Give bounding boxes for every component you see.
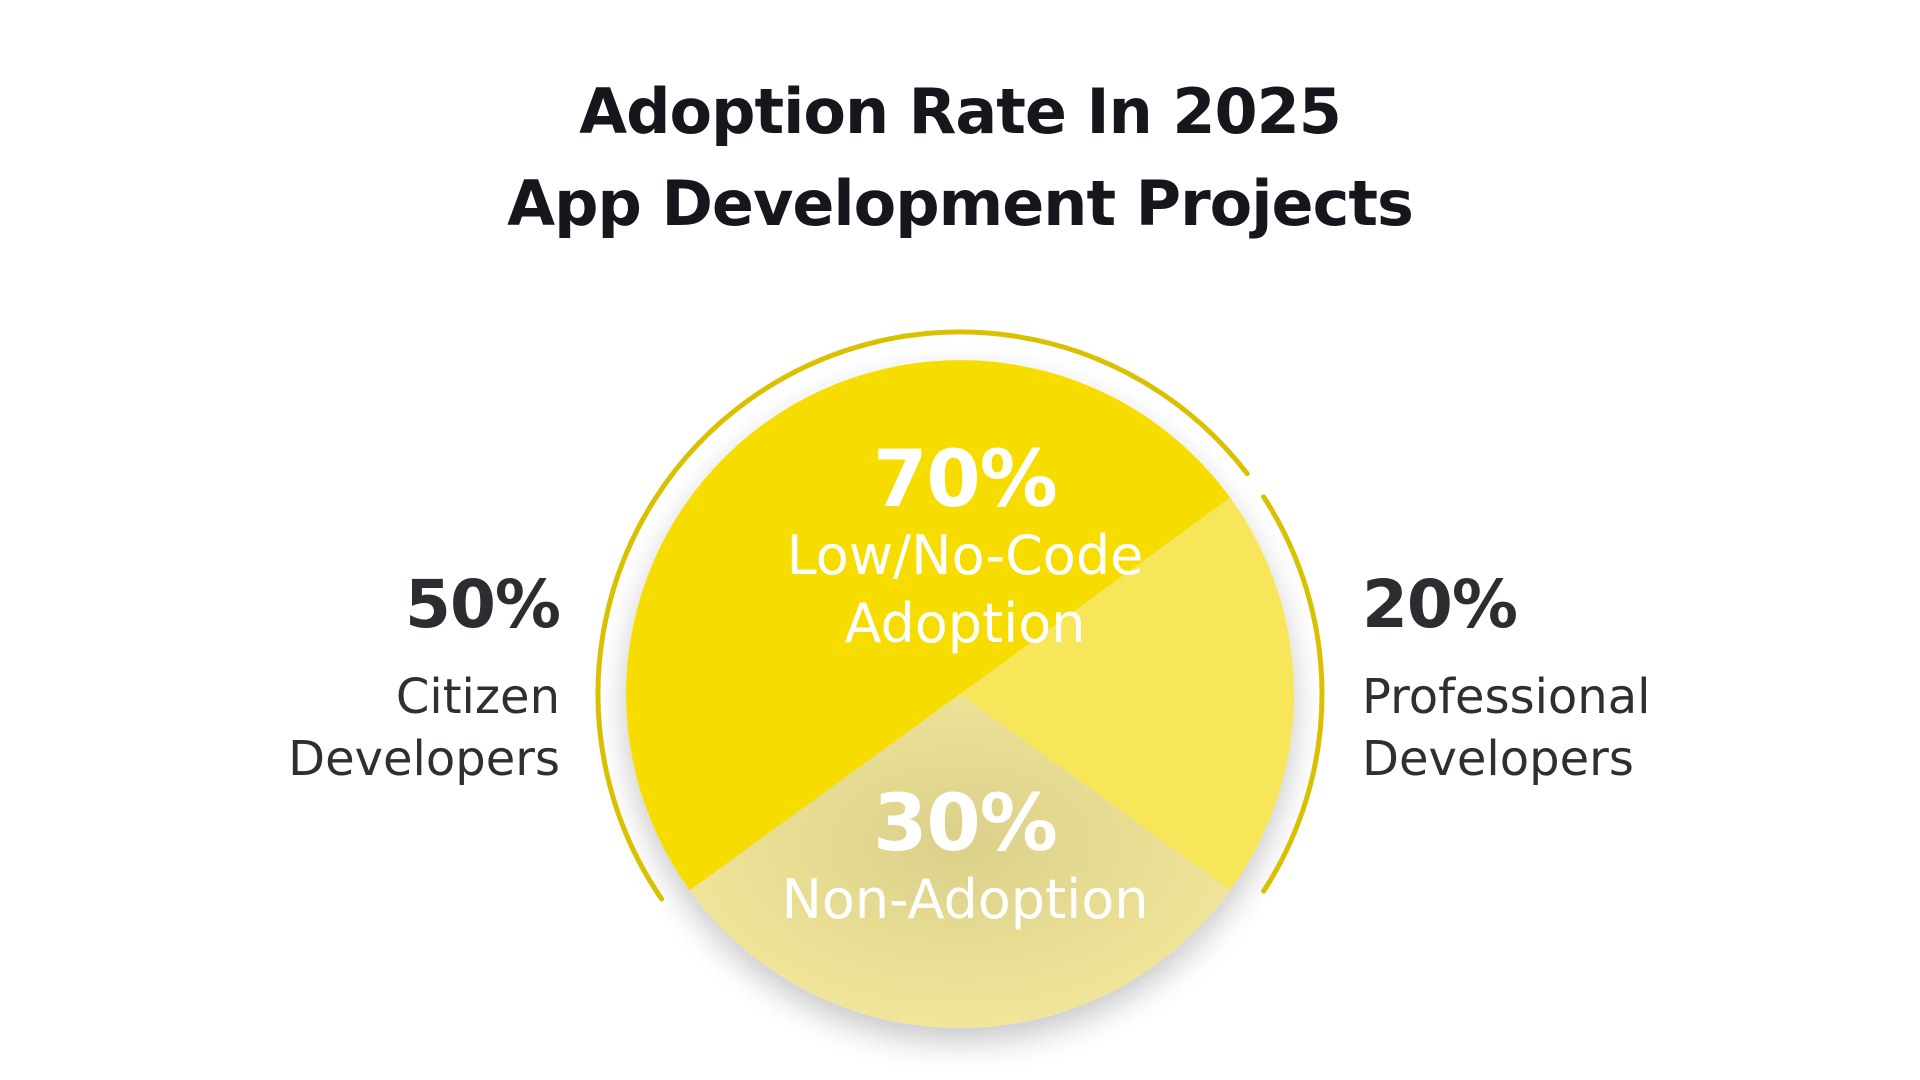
adoption-line-1: Low/No-Code — [786, 524, 1144, 587]
chart-title-line-2: App Development Projects — [507, 167, 1414, 240]
adoption-label: 70% Low/No-Code Adoption — [700, 438, 1230, 658]
professional-developers-label: 20% Professional Developers — [1362, 566, 1782, 790]
non-adoption-shade — [689, 694, 1231, 1028]
adoption-line-2: Adoption — [844, 592, 1086, 655]
chart-title: Adoption Rate In 2025 App Development Pr… — [0, 66, 1920, 250]
non-adoption-percent: 30% — [873, 779, 1058, 869]
professional-line-1: Professional — [1362, 669, 1651, 725]
professional-line-2: Developers — [1362, 731, 1634, 787]
citizen-developers-label: 50% Citizen Developers — [200, 566, 561, 790]
citizen-percent: 50% — [405, 566, 561, 643]
professional-percent: 20% — [1362, 566, 1518, 643]
arc-professional-developers — [1261, 494, 1325, 894]
arc-citizen-developers — [595, 329, 1250, 902]
non-adoption-label: 30% Non-Adoption — [700, 782, 1230, 934]
chart-title-line-1: Adoption Rate In 2025 — [579, 75, 1342, 148]
non-adoption-text: Non-Adoption — [781, 868, 1149, 931]
citizen-line-2: Developers — [288, 731, 560, 787]
pie-slice-citizen-developers — [626, 360, 1231, 891]
citizen-line-1: Citizen — [395, 669, 560, 725]
pie-slice-professional-developers — [960, 497, 1295, 891]
adoption-percent: 70% — [873, 435, 1058, 525]
